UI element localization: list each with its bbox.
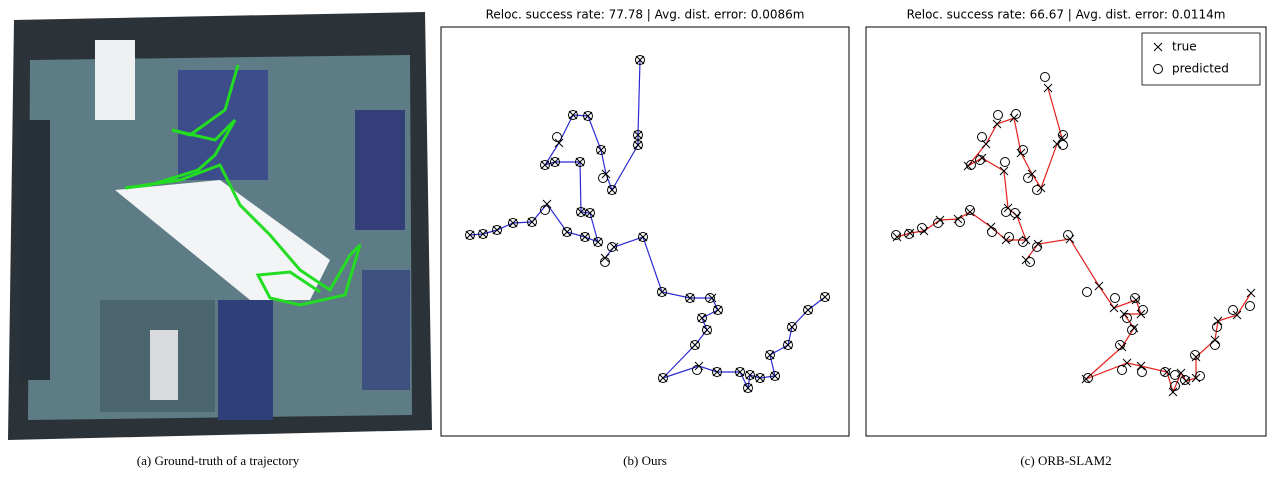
true-marker (1095, 282, 1103, 290)
true-marker (581, 233, 589, 241)
legend-label: true (1172, 40, 1197, 54)
trajectory-line (897, 88, 1251, 392)
true-marker (784, 341, 792, 349)
trajectory-line (470, 60, 825, 388)
plot-title: Reloc. success rate: 66.67 | Avg. dist. … (907, 8, 1226, 22)
true-marker (563, 228, 571, 236)
true-marker (698, 314, 706, 322)
predicted-marker (1041, 73, 1050, 82)
legend-label: predicted (1172, 62, 1229, 76)
predicted-marker (988, 228, 997, 237)
plot-frame (441, 27, 849, 436)
predicted-marker (1246, 302, 1255, 311)
predicted-marker (1138, 368, 1147, 377)
true-marker (608, 186, 616, 194)
true-marker (1247, 289, 1255, 297)
predicted-marker (1059, 141, 1068, 150)
true-marker (1169, 388, 1177, 396)
true-marker (1044, 84, 1052, 92)
true-marker (594, 238, 602, 246)
true-marker (691, 341, 699, 349)
predicted-marker (994, 111, 1003, 120)
true-marker (493, 226, 501, 234)
true-marker (703, 326, 711, 334)
predicted-marker (553, 133, 562, 142)
true-marker (788, 323, 796, 331)
predicted-marker (1026, 258, 1035, 267)
predicted-marker (1171, 371, 1180, 380)
predicted-marker (1002, 208, 1011, 217)
predicted-marker (1229, 306, 1238, 315)
caption: (c) ORB-SLAM2 (1020, 453, 1111, 468)
true-marker (804, 306, 812, 314)
predicted-marker (1064, 231, 1073, 240)
figure: (a) Ground-truth of a trajectory (b) Our… (0, 0, 1270, 474)
true-marker (1110, 304, 1118, 312)
true-marker (541, 161, 549, 169)
predicted-marker (1012, 110, 1021, 119)
predicted-marker (966, 206, 975, 215)
caption: (a) Ground-truth of a trajectory (137, 453, 300, 468)
caption: (b) Ours (623, 453, 667, 468)
predicted-marker (1196, 372, 1205, 381)
predicted-marker (1111, 294, 1120, 303)
predicted-marker (599, 174, 608, 183)
predicted-marker (1059, 131, 1068, 140)
true-marker (714, 306, 722, 314)
predicted-marker (601, 258, 610, 267)
true-marker (766, 351, 774, 359)
predicted-marker (1019, 238, 1028, 247)
true-marker (555, 139, 563, 147)
true-marker (821, 293, 829, 301)
predicted-marker (1033, 186, 1042, 195)
legend-box (1142, 33, 1260, 85)
true-marker (543, 200, 551, 208)
true-marker (639, 233, 647, 241)
predicted-marker (1033, 243, 1042, 252)
predicted-marker (1211, 341, 1220, 350)
true-marker (993, 120, 1001, 128)
predicted-marker (956, 218, 965, 227)
plot-title: Reloc. success rate: 77.78 | Avg. dist. … (486, 8, 805, 22)
predicted-marker (1001, 158, 1010, 167)
predicted-marker (1118, 366, 1127, 375)
predicted-marker (1011, 209, 1020, 218)
true-marker (659, 374, 667, 382)
room-image (8, 12, 432, 440)
predicted-marker (1083, 288, 1092, 297)
